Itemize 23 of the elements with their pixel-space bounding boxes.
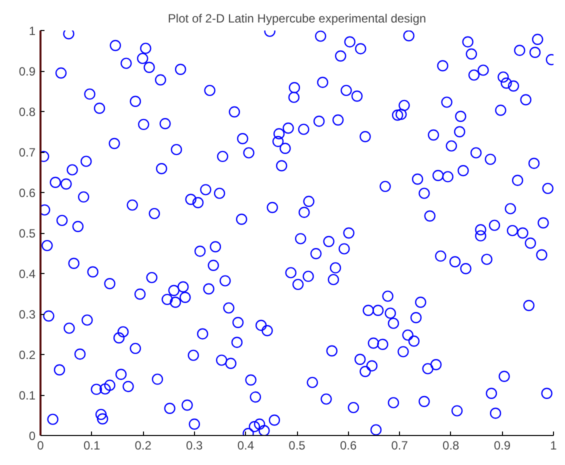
- y-tick-label: 1: [28, 24, 36, 38]
- y-tick-label: 0: [28, 429, 36, 443]
- x-tick-label: 0.4: [237, 438, 254, 452]
- y-tick-label: 0.1: [18, 388, 36, 402]
- y-tick-label: 0.4: [18, 267, 36, 281]
- x-tick-label: 0.8: [442, 438, 460, 452]
- x-tick-label: 0.1: [83, 438, 100, 452]
- y-tick-label: 0.6: [18, 186, 36, 200]
- y-tick-label: 0.3: [18, 308, 36, 322]
- y-tick-label: 0.8: [18, 105, 36, 119]
- y-tick-label: 0.5: [18, 226, 36, 240]
- x-tick-label: 1: [550, 438, 558, 452]
- y-tick-label: 0.7: [18, 146, 36, 160]
- chart-title: Plot of 2-D Latin Hypercube experimental design: [168, 12, 426, 26]
- x-tick-label: 0.9: [494, 438, 511, 452]
- x-tick-label: 0.7: [391, 438, 408, 452]
- x-tick-label: 0.2: [134, 438, 152, 452]
- x-tick-label: 0.5: [288, 438, 306, 452]
- y-tick-label: 0.9: [18, 64, 36, 78]
- y-tick-label: 0.2: [18, 348, 36, 362]
- x-tick-label: 0: [37, 438, 44, 452]
- x-tick-label: 0.6: [340, 438, 357, 452]
- x-tick-label: 0.3: [186, 438, 204, 452]
